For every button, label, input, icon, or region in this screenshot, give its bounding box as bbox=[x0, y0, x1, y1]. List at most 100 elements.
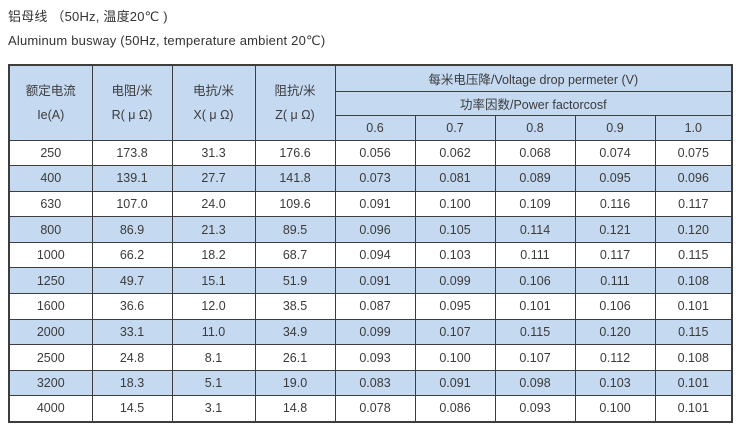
vd-pf0.9-cell: 0.095 bbox=[574, 165, 656, 192]
impedance-cell: 38.5 bbox=[254, 293, 336, 320]
rated-current-cell: 2000 bbox=[8, 318, 93, 346]
impedance-cell: 14.8 bbox=[254, 395, 336, 423]
resistance-cell: 173.8 bbox=[91, 139, 173, 167]
vd-pf1.0-cell: 0.115 bbox=[654, 241, 733, 269]
vd-pf0.8-cell: 0.093 bbox=[494, 395, 576, 423]
busway-table-body: 250 173.8 31.3 176.6 0.056 0.062 0.068 0.074 0.0… bbox=[8, 139, 733, 423]
impedance-cell: 89.5 bbox=[254, 216, 336, 243]
vd-pf1.0-cell: 0.101 bbox=[654, 293, 733, 320]
vd-pf0.7-cell: 0.062 bbox=[414, 139, 496, 167]
vd-pf0.8-cell: 0.106 bbox=[494, 267, 576, 295]
table-row: 800 86.9 21.3 89.5 0.096 0.105 0.114 0.121 0.120 bbox=[8, 216, 733, 243]
page-title-zh: 铝母线 （50Hz, 温度20℃ ) bbox=[8, 9, 168, 24]
reactance-cell: 3.1 bbox=[171, 395, 256, 423]
col-header-voltage-drop: 每米电压降/Voltage drop permeter (V) bbox=[334, 64, 733, 92]
vd-pf0.6-cell: 0.091 bbox=[334, 267, 416, 295]
vd-pf1.0-cell: 0.108 bbox=[654, 344, 733, 371]
vd-pf0.9-cell: 0.120 bbox=[574, 318, 656, 346]
vd-pf0.6-cell: 0.099 bbox=[334, 318, 416, 346]
rated-current-cell: 1000 bbox=[8, 241, 93, 269]
impedance-cell: 141.8 bbox=[254, 165, 336, 192]
vd-pf0.9-cell: 0.112 bbox=[574, 344, 656, 371]
resistance-cell: 36.6 bbox=[91, 293, 173, 320]
rated-current-label-en: Ie(A) bbox=[37, 108, 65, 123]
col-header-resistance: 电阻/米 R( μ Ω) bbox=[91, 64, 173, 141]
reactance-cell: 24.0 bbox=[171, 190, 256, 218]
vd-pf0.6-cell: 0.094 bbox=[334, 241, 416, 269]
rated-current-cell: 3200 bbox=[8, 369, 93, 397]
vd-pf0.6-cell: 0.087 bbox=[334, 293, 416, 320]
resistance-cell: 139.1 bbox=[91, 165, 173, 192]
vd-pf0.7-cell: 0.100 bbox=[414, 190, 496, 218]
table-row: 2000 33.1 11.0 34.9 0.099 0.107 0.115 0.120 0.11… bbox=[8, 318, 733, 346]
vd-pf0.7-cell: 0.100 bbox=[414, 344, 496, 371]
vd-pf0.7-cell: 0.099 bbox=[414, 267, 496, 295]
rated-current-cell: 250 bbox=[8, 139, 93, 167]
impedance-label-en: Z( μ Ω) bbox=[275, 108, 315, 123]
impedance-cell: 51.9 bbox=[254, 267, 336, 295]
vd-pf0.7-cell: 0.091 bbox=[414, 369, 496, 397]
reactance-cell: 21.3 bbox=[171, 216, 256, 243]
resistance-cell: 18.3 bbox=[91, 369, 173, 397]
reactance-cell: 27.7 bbox=[171, 165, 256, 192]
vd-pf0.8-cell: 0.114 bbox=[494, 216, 576, 243]
vd-pf1.0-cell: 0.115 bbox=[654, 318, 733, 346]
vd-pf0.9-cell: 0.117 bbox=[574, 241, 656, 269]
col-header-impedance: 阻抗/米 Z( μ Ω) bbox=[254, 64, 336, 141]
vd-pf0.9-cell: 0.100 bbox=[574, 395, 656, 423]
vd-pf0.7-cell: 0.103 bbox=[414, 241, 496, 269]
vd-pf0.9-cell: 0.103 bbox=[574, 369, 656, 397]
resistance-cell: 107.0 bbox=[91, 190, 173, 218]
table-row: 4000 14.5 3.1 14.8 0.078 0.086 0.093 0.100 0.101 bbox=[8, 395, 733, 423]
reactance-cell: 31.3 bbox=[171, 139, 256, 167]
vd-pf0.8-cell: 0.068 bbox=[494, 139, 576, 167]
vd-pf1.0-cell: 0.075 bbox=[654, 139, 733, 167]
vd-pf1.0-cell: 0.120 bbox=[654, 216, 733, 243]
resistance-cell: 86.9 bbox=[91, 216, 173, 243]
reactance-cell: 11.0 bbox=[171, 318, 256, 346]
col-header-reactance: 电抗/米 X( μ Ω) bbox=[171, 64, 256, 141]
busway-spec-table: 额定电流 Ie(A) 电阻/米 R( μ Ω) 电抗/米 X( μ Ω) 阻抗/… bbox=[8, 64, 734, 423]
vd-pf0.9-cell: 0.111 bbox=[574, 267, 656, 295]
resistance-cell: 66.2 bbox=[91, 241, 173, 269]
col-header-pf-0.9: 0.9 bbox=[574, 114, 656, 141]
vd-pf0.7-cell: 0.086 bbox=[414, 395, 496, 423]
impedance-cell: 26.1 bbox=[254, 344, 336, 371]
rated-current-label-zh: 额定电流 bbox=[25, 84, 76, 99]
resistance-label-zh: 电阻/米 bbox=[111, 84, 153, 99]
col-header-pf-0.7: 0.7 bbox=[414, 114, 496, 141]
resistance-cell: 24.8 bbox=[91, 344, 173, 371]
rated-current-cell: 630 bbox=[8, 190, 93, 218]
vd-pf0.6-cell: 0.096 bbox=[334, 216, 416, 243]
vd-pf0.6-cell: 0.056 bbox=[334, 139, 416, 167]
table-row: 1000 66.2 18.2 68.7 0.094 0.103 0.111 0.117 0.11… bbox=[8, 241, 733, 269]
page-title-en: Aluminum busway (50Hz, temperature ambie… bbox=[8, 33, 326, 48]
vd-pf1.0-cell: 0.101 bbox=[654, 395, 733, 423]
vd-pf1.0-cell: 0.117 bbox=[654, 190, 733, 218]
rated-current-cell: 1250 bbox=[8, 267, 93, 295]
rated-current-cell: 2500 bbox=[8, 344, 93, 371]
vd-pf0.9-cell: 0.074 bbox=[574, 139, 656, 167]
vd-pf0.6-cell: 0.073 bbox=[334, 165, 416, 192]
vd-pf1.0-cell: 0.108 bbox=[654, 267, 733, 295]
vd-pf0.8-cell: 0.089 bbox=[494, 165, 576, 192]
vd-pf0.9-cell: 0.121 bbox=[574, 216, 656, 243]
vd-pf0.8-cell: 0.115 bbox=[494, 318, 576, 346]
vd-pf0.8-cell: 0.098 bbox=[494, 369, 576, 397]
reactance-cell: 15.1 bbox=[171, 267, 256, 295]
reactance-cell: 8.1 bbox=[171, 344, 256, 371]
vd-pf0.6-cell: 0.078 bbox=[334, 395, 416, 423]
reactance-cell: 18.2 bbox=[171, 241, 256, 269]
table-row: 3200 18.3 5.1 19.0 0.083 0.091 0.098 0.103 0.101 bbox=[8, 369, 733, 397]
reactance-label-zh: 电抗/米 bbox=[193, 84, 234, 99]
reactance-cell: 12.0 bbox=[171, 293, 256, 320]
reactance-label-en: X( μ Ω) bbox=[193, 108, 234, 123]
resistance-cell: 33.1 bbox=[91, 318, 173, 346]
resistance-cell: 49.7 bbox=[91, 267, 173, 295]
vd-pf0.6-cell: 0.083 bbox=[334, 369, 416, 397]
vd-pf0.9-cell: 0.106 bbox=[574, 293, 656, 320]
table-row: 400 139.1 27.7 141.8 0.073 0.081 0.089 0.095 0.0… bbox=[8, 165, 733, 192]
impedance-cell: 34.9 bbox=[254, 318, 336, 346]
rated-current-cell: 1600 bbox=[8, 293, 93, 320]
impedance-cell: 109.6 bbox=[254, 190, 336, 218]
